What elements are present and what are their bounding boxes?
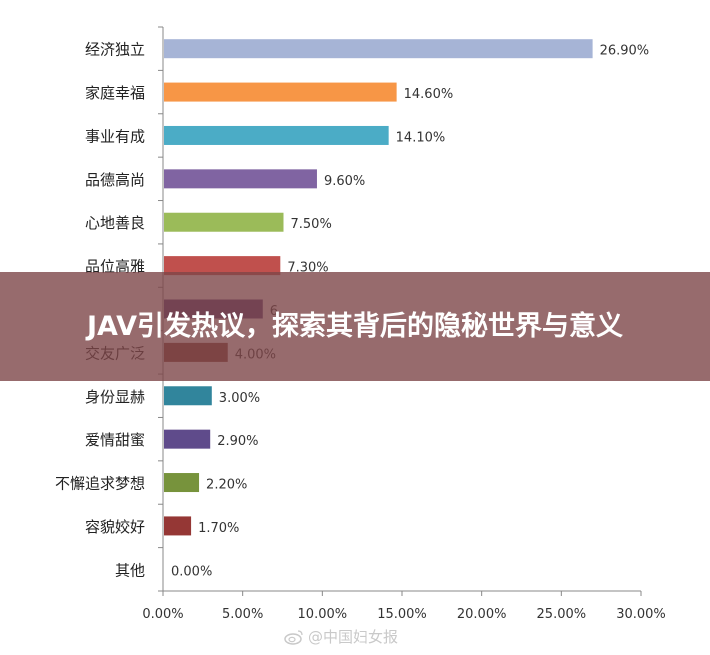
bar [164,256,281,276]
value-label: 14.10% [396,130,446,145]
value-label: 1.70% [198,521,239,536]
category-label: 身份显赫 [85,388,145,406]
value-label: 14.60% [404,87,454,102]
category-label: 容貌姣好 [85,518,145,536]
bar [164,429,211,449]
weibo-icon [284,629,303,645]
bar [164,125,389,145]
x-tick-label: 10.00% [298,607,348,622]
value-label: 3.00% [219,391,260,406]
bar [164,212,284,232]
category-label: 其他 [115,561,145,579]
overlay-title: JAV引发热议，探索其背后的隐秘世界与意义 [86,310,623,342]
value-label: 9.60% [324,174,365,189]
x-tick-label: 20.00% [457,607,507,622]
title-banner: JAV引发热议，探索其背后的隐秘世界与意义 [0,272,710,381]
x-tick-label: 5.00% [222,607,263,622]
category-label: 家庭幸福 [85,84,145,102]
value-label: 2.20% [206,478,247,493]
watermark: @中国妇女报 [284,626,398,647]
watermark-text: @中国妇女报 [308,628,399,646]
x-tick-label: 25.00% [537,607,587,622]
bar [164,386,212,406]
bar [164,39,593,59]
value-label: 26.90% [600,44,650,59]
value-label: 7.30% [287,261,328,276]
x-tick-label: 15.00% [377,607,427,622]
bar [164,473,200,493]
category-label: 不懈追求梦想 [55,475,145,493]
bar [164,82,397,102]
bar [164,516,192,536]
category-label: 爱情甜蜜 [85,431,145,449]
value-label: 2.90% [217,434,258,449]
bar [164,169,317,189]
x-tick-label: 30.00% [616,607,666,622]
category-label: 心地善良 [85,214,145,232]
category-label: 事业有成 [85,127,145,145]
x-tick-label: 0.00% [142,607,183,622]
value-label: 7.50% [291,217,332,232]
category-label: 品位高雅 [85,258,145,276]
category-label: 经济独立 [85,41,145,59]
value-label: 0.00% [171,564,212,579]
category-label: 品德高尚 [85,171,145,189]
